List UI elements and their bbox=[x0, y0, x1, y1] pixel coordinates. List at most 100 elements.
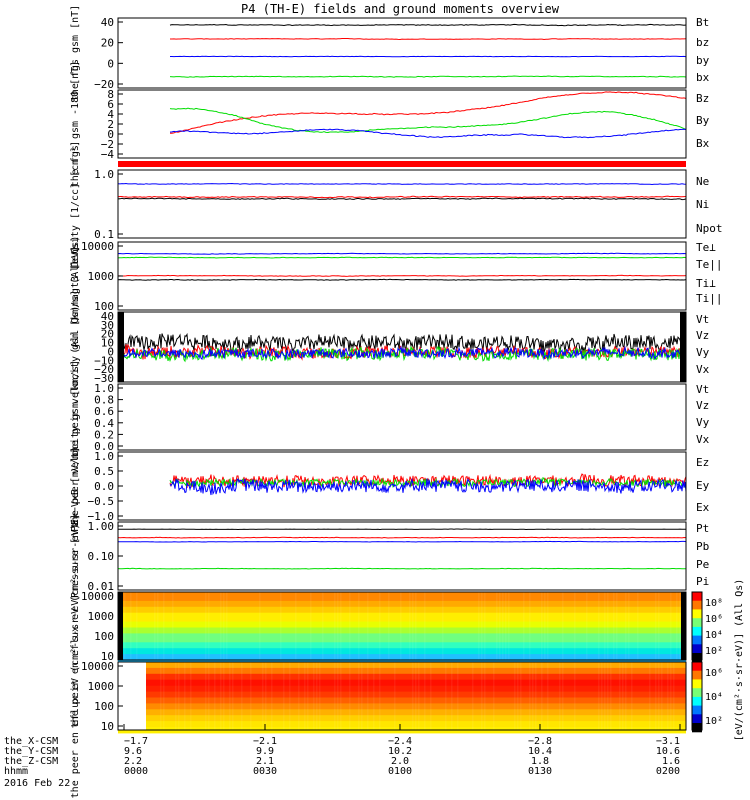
y-tick-label: 0.10 bbox=[88, 550, 115, 563]
colorbar-segment bbox=[692, 695, 702, 698]
heatmap-texture bbox=[598, 592, 600, 660]
colorbar-segment bbox=[692, 688, 702, 691]
y-axis-label: the peer en eflux eV (cm²-s-sr-eV) bbox=[70, 594, 81, 799]
heatmap-texture bbox=[229, 662, 231, 730]
y-tick-label: 6 bbox=[107, 98, 114, 111]
heatmap-texture bbox=[499, 592, 501, 660]
y-tick-label: 10 bbox=[101, 337, 114, 350]
y-tick-label: −10 bbox=[94, 354, 114, 367]
legend-entry: By bbox=[696, 114, 710, 127]
heatmap-texture bbox=[679, 592, 681, 660]
colorbar-segment bbox=[692, 656, 702, 659]
heatmap-texture bbox=[226, 592, 228, 660]
heatmap-band bbox=[118, 657, 686, 661]
legend-entry: Vz bbox=[696, 399, 709, 412]
y-tick-label: 40 bbox=[101, 310, 114, 323]
heatmap-texture bbox=[220, 592, 222, 660]
y-tick-label: 100 bbox=[94, 300, 114, 313]
colorbar-segment bbox=[692, 698, 702, 701]
heatmap-texture bbox=[124, 592, 126, 660]
legend-entry: Vx bbox=[696, 433, 710, 446]
heatmap-texture bbox=[670, 592, 672, 660]
heatmap-texture bbox=[625, 592, 627, 660]
heatmap-band bbox=[118, 636, 686, 640]
x-tick-label: −1.7 bbox=[124, 736, 148, 747]
y-axis-label: the peir en eflux eV (cm²-s-sr-eV) bbox=[70, 524, 81, 729]
y-tick-label: 0.0 bbox=[94, 480, 114, 493]
heatmap-texture bbox=[208, 662, 210, 730]
heatmap-texture bbox=[424, 662, 426, 730]
colorbar-segment bbox=[692, 700, 702, 703]
heatmap-texture bbox=[172, 592, 174, 660]
colorbar-segment bbox=[692, 693, 702, 696]
colorbar-segment bbox=[692, 654, 702, 658]
heatmap-texture bbox=[379, 662, 381, 730]
heatmap-band bbox=[118, 727, 686, 731]
heatmap-texture bbox=[307, 662, 309, 730]
x-tick-label: 10.4 bbox=[528, 746, 552, 757]
colorbar-segment bbox=[692, 714, 702, 717]
heatmap-band bbox=[118, 624, 686, 628]
heatmap-texture bbox=[415, 662, 417, 730]
heatmap-texture bbox=[619, 662, 621, 730]
panel-frame bbox=[117, 521, 687, 591]
heatmap-texture bbox=[220, 662, 222, 730]
colorbar-segment bbox=[692, 691, 702, 694]
heatmap-texture bbox=[334, 592, 336, 660]
colorbar-segment bbox=[692, 619, 702, 623]
heatmap-texture bbox=[319, 662, 321, 730]
y-tick-label: 0.8 bbox=[94, 394, 114, 407]
legend-entry: Vz bbox=[696, 329, 709, 342]
colorbar-segment bbox=[692, 723, 702, 726]
heatmap-texture bbox=[484, 592, 486, 660]
heatmap-texture bbox=[367, 662, 369, 730]
heatmap-band bbox=[118, 670, 686, 675]
heatmap-band bbox=[118, 694, 686, 698]
colorbar-segment bbox=[692, 662, 702, 665]
colorbar-segment bbox=[692, 681, 702, 684]
x-tick-label: −2.8 bbox=[528, 736, 552, 747]
x-tick-label: 0100 bbox=[388, 766, 412, 777]
heatmap-texture bbox=[547, 662, 549, 730]
heatmap-band bbox=[118, 700, 686, 704]
colorbar-segment bbox=[692, 635, 702, 638]
y-tick-label: 0.0 bbox=[94, 440, 114, 453]
x-tick-label: 2.1 bbox=[256, 756, 274, 767]
heatmap-texture bbox=[676, 592, 678, 660]
heatmap-texture bbox=[616, 592, 618, 660]
y-tick-label: 10000 bbox=[81, 240, 114, 253]
heatmap-texture bbox=[340, 592, 342, 660]
colorbar-segment bbox=[692, 597, 702, 600]
colorbar-segment bbox=[692, 637, 702, 640]
colorbar-segment bbox=[692, 623, 702, 626]
heatmap-texture bbox=[508, 592, 510, 660]
panel-frame bbox=[117, 311, 687, 383]
y-tick-label: 0 bbox=[107, 128, 114, 141]
colorbar-segment bbox=[692, 614, 702, 617]
colorbar-segment bbox=[692, 670, 702, 673]
heatmap-texture bbox=[610, 662, 612, 730]
y-tick-label: 0.01 bbox=[88, 580, 115, 593]
y-tick-label: 1000 bbox=[88, 610, 115, 623]
heatmap-texture bbox=[424, 592, 426, 660]
colorbar-segment bbox=[692, 658, 702, 661]
y-tick-label: 1.0 bbox=[94, 168, 114, 181]
date-label: 2016 Feb 22 bbox=[4, 778, 70, 789]
heatmap-texture bbox=[349, 662, 351, 730]
heatmap-texture bbox=[289, 662, 291, 730]
heatmap-texture bbox=[541, 662, 543, 730]
heatmap-texture bbox=[547, 592, 549, 660]
colorbar-segment bbox=[692, 663, 702, 666]
y-tick-label: 10000 bbox=[81, 660, 114, 673]
heatmap-band bbox=[118, 718, 686, 722]
heatmap-texture bbox=[178, 662, 180, 730]
colorbar-segment bbox=[692, 707, 702, 710]
x-tick-label: 0000 bbox=[124, 766, 148, 777]
colorbar-segment bbox=[692, 612, 702, 616]
panel-7: 1.0 0.5 0.0 −0.5 −1.0 E=−VxB [mV/m] Ez Ey Ex bbox=[70, 447, 710, 525]
legend-entry: Ti|| bbox=[696, 292, 723, 305]
heatmap-texture bbox=[637, 592, 639, 660]
legend-entry: Bz bbox=[696, 92, 709, 105]
colorbar-segment bbox=[692, 626, 702, 630]
heatmap-band bbox=[118, 630, 686, 634]
